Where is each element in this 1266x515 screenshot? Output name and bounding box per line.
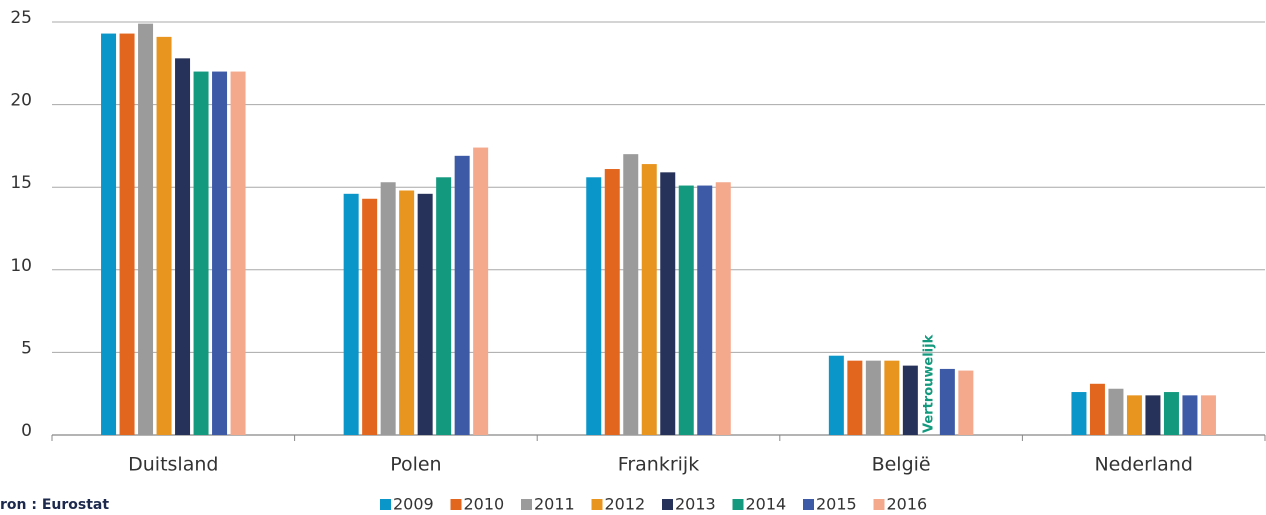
bar <box>362 198 378 435</box>
legend-label: 2015 <box>816 495 857 514</box>
legend-swatch <box>732 499 744 510</box>
bar <box>1089 383 1105 435</box>
y-tick-label: 25 <box>10 8 32 28</box>
bar <box>641 164 657 435</box>
bar <box>454 155 470 435</box>
bar <box>586 177 602 435</box>
y-tick-label: 10 <box>10 256 32 276</box>
legend-swatch <box>591 499 603 510</box>
bar <box>193 71 209 435</box>
bar <box>623 154 639 435</box>
bar <box>417 193 433 435</box>
bar <box>958 370 974 435</box>
bar <box>847 360 863 435</box>
bar <box>902 365 918 435</box>
bar <box>865 360 881 435</box>
bar <box>380 182 396 435</box>
bar <box>399 190 415 435</box>
bar <box>1126 395 1142 435</box>
y-tick-label: 5 <box>21 338 32 358</box>
x-tick-label: Nederland <box>1094 454 1193 476</box>
bar <box>101 33 117 436</box>
x-tick-label: Polen <box>390 454 441 476</box>
bar <box>828 355 844 435</box>
bar <box>660 172 676 435</box>
y-tick-label: 15 <box>10 173 32 193</box>
bar <box>175 58 191 436</box>
x-tick-label: Duitsland <box>128 454 218 476</box>
bar <box>678 185 694 435</box>
legend-swatch <box>380 499 391 510</box>
bar <box>473 147 489 435</box>
y-tick-label: 20 <box>10 91 32 111</box>
bar <box>119 33 135 436</box>
bar <box>604 169 620 435</box>
bar <box>138 23 154 435</box>
legend-swatch <box>521 499 532 510</box>
legend-swatch <box>450 499 462 510</box>
annotation: Vertrouwelijk <box>921 334 936 433</box>
bar <box>343 193 359 435</box>
legend-label: 2013 <box>675 495 716 514</box>
bar <box>884 360 900 435</box>
legend-label: 2009 <box>393 495 434 514</box>
bar <box>697 185 713 435</box>
bar <box>1182 395 1198 435</box>
legend-label: 2014 <box>746 495 787 514</box>
source: ron : Eurostat <box>0 497 109 513</box>
legend-label: 2010 <box>464 495 505 514</box>
x-tick-label: België <box>872 454 931 476</box>
legend-label: 2011 <box>534 495 575 514</box>
legend-swatch <box>873 499 885 510</box>
bar <box>436 177 452 435</box>
x-tick-label: Frankrijk <box>618 454 699 476</box>
bar <box>1200 395 1216 435</box>
bar <box>230 71 246 435</box>
bar <box>1071 392 1087 435</box>
legend-label: 2016 <box>887 495 928 514</box>
bar <box>1145 395 1161 435</box>
legend-swatch <box>662 499 673 510</box>
bar <box>1163 392 1179 435</box>
y-tick-label: 0 <box>21 421 32 441</box>
bar <box>1108 388 1124 435</box>
legend-label: 2012 <box>605 495 646 514</box>
bar <box>939 368 955 435</box>
legend-swatch <box>803 499 814 510</box>
bar <box>715 182 731 435</box>
bar <box>156 36 172 435</box>
bar <box>212 71 228 435</box>
